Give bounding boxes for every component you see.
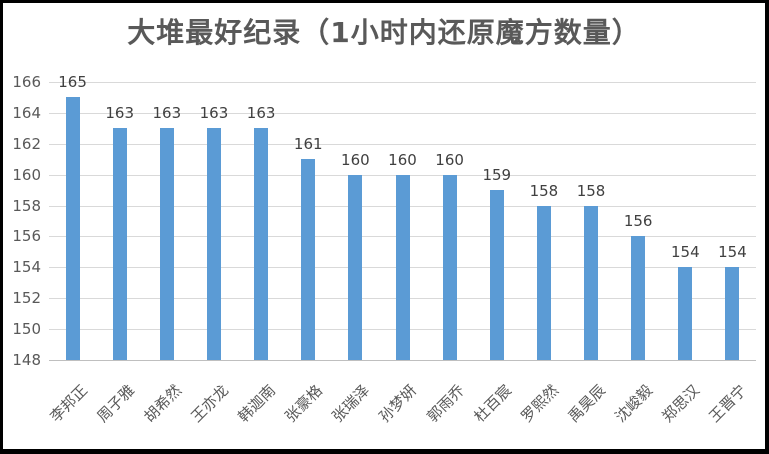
gridline	[49, 143, 756, 145]
y-tick-label: 150	[12, 320, 41, 339]
y-tick-label: 156	[12, 227, 41, 246]
x-category-label: 张豪格	[281, 381, 327, 426]
bar-value-label: 163	[152, 104, 182, 123]
y-tick-label: 152	[12, 289, 41, 308]
bar	[395, 174, 410, 360]
bar-value-label: 160	[435, 150, 464, 169]
gridline	[49, 82, 756, 83]
x-category-label: 张瑞泽	[328, 381, 374, 426]
bar-value-label: 165	[58, 73, 87, 92]
chart-title: 大堆最好纪录（1小时内还原魔方数量）	[127, 16, 641, 49]
bar-value-label: 163	[246, 104, 276, 123]
bar-value-label: 160	[388, 150, 417, 169]
x-category-label: 沈峻毅	[611, 381, 657, 426]
bar	[725, 267, 740, 360]
x-category-label: 韩迦南	[234, 381, 280, 426]
y-tick-label: 162	[12, 134, 41, 153]
y-tick-label: 154	[12, 258, 41, 277]
bar-value-label: 163	[105, 104, 135, 123]
y-tick-label: 164	[12, 103, 41, 122]
bar-value-label: 159	[482, 166, 512, 185]
x-category-label: 孙梦妍	[375, 381, 421, 426]
bar	[678, 267, 693, 360]
y-tick-label: 160	[12, 165, 41, 184]
plot-area: 148 150 152 154 156 158 160 162 164 166 165 李邦正 163 周…	[12, 73, 756, 426]
bar	[301, 159, 316, 360]
bar	[348, 174, 363, 360]
y-tick-label: 166	[12, 73, 41, 91]
bar-value-label: 158	[529, 181, 559, 200]
bar	[536, 205, 551, 360]
bar-value-label: 154	[718, 243, 747, 262]
bar	[254, 128, 269, 360]
bar-value-label: 154	[670, 243, 700, 262]
x-category-label: 禹昊辰	[564, 381, 610, 426]
bar	[159, 128, 174, 360]
x-category-label: 王晋宁	[705, 381, 751, 426]
x-category-label: 王亦龙	[187, 381, 232, 426]
gridline	[49, 112, 756, 114]
x-category-label: 郭雨乔	[423, 381, 468, 426]
bar	[631, 236, 646, 360]
bar	[442, 174, 457, 360]
y-tick-label: 158	[12, 196, 41, 215]
x-axis-line	[49, 360, 756, 361]
x-category-label: 李邦正	[46, 381, 91, 426]
bar-value-label: 160	[341, 150, 370, 169]
bar-value-label: 161	[293, 135, 323, 154]
bar	[584, 205, 599, 360]
x-category-label: 郑思汉	[658, 381, 704, 426]
y-tick-label: 148	[12, 351, 41, 369]
bar-value-label: 156	[623, 212, 653, 231]
x-category-label: 杜百宸	[470, 381, 515, 426]
x-category-label: 罗熙然	[517, 381, 562, 426]
bar	[112, 128, 127, 360]
x-category-label: 胡希然	[140, 381, 185, 426]
bar-value-label: 158	[576, 181, 606, 200]
bar	[489, 190, 504, 360]
bar	[65, 97, 80, 360]
bar-value-label: 163	[199, 104, 229, 123]
x-category-label: 周子雅	[93, 381, 138, 426]
bar	[206, 128, 221, 360]
